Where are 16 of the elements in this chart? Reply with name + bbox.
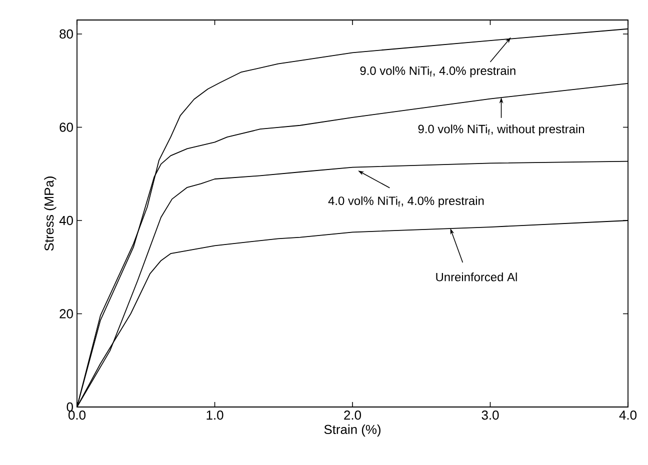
x-tick-label: 4.0 [619, 410, 637, 420]
x-tick-label: 1.0 [206, 410, 224, 420]
y-tick-label: 60 [60, 122, 73, 132]
y-tick-label: 40 [59, 216, 73, 226]
y-axis-title: Stress (MPa) [44, 176, 56, 251]
x-axis-title: Strain (%) [324, 424, 380, 437]
annotation: 4.0 vol% NiTi$_{f}$, 4.0% prestrain [328, 196, 484, 208]
annotation: 9.0 vol% NiTi$_{f}$, without prestrain [418, 124, 584, 136]
y-tick-label: 0 [66, 402, 73, 412]
y-tick-label: 20 [60, 309, 73, 318]
annotation: 9.0 vol% NiTi$_{f}$, 4.0% prestrain [360, 66, 516, 78]
annotation: Unreinforced Al [436, 272, 517, 282]
y-tick-label: 80 [60, 29, 73, 39]
x-tick-label: 2.0 [344, 410, 362, 420]
x-tick-label: 3.0 [482, 410, 499, 420]
x-tick-label: 0.0 [68, 410, 86, 420]
